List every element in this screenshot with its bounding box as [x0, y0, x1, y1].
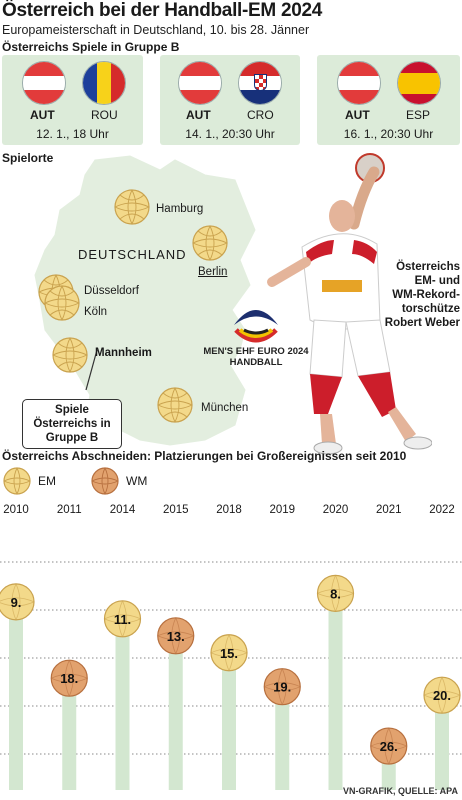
placement-bar: [435, 695, 449, 790]
match-date: 14. 1., 20:30 Uhr: [185, 127, 275, 141]
away-team: CRO: [247, 108, 274, 122]
city-koeln: Köln: [84, 306, 108, 318]
placement-bar: [115, 618, 130, 790]
city-berlin: Berlin: [198, 266, 228, 278]
placement-label: 26.: [380, 739, 398, 754]
match-card: AUT ESP 16. 1., 20:30 Uhr: [317, 55, 460, 145]
home-team: AUT: [345, 108, 370, 122]
handball-seams: [104, 600, 141, 637]
handball-seams: [423, 677, 461, 714]
year-label: 2021: [376, 504, 402, 516]
year-label: 2015: [163, 504, 189, 516]
placements-chart: 2010 9. 2011 18. 2014 11. 2015 13. 2018 15. 2019 19…: [0, 504, 462, 790]
match-date: 12. 1., 18 Uhr: [36, 127, 109, 141]
placement-label: 8.: [330, 586, 341, 601]
placement-bar: [328, 593, 343, 790]
placement-label: 13.: [167, 629, 185, 644]
handball-seams: [157, 617, 194, 654]
handball-seams: [51, 660, 88, 697]
placement-bar: [168, 635, 183, 790]
germany-map: [34, 155, 256, 446]
placement-label: 15.: [220, 646, 238, 661]
match-card: AUT ROU 12. 1., 18 Uhr: [2, 55, 143, 145]
year-label: 2020: [323, 504, 349, 516]
handball-icon: [157, 387, 193, 423]
city-duesseldorf: Düsseldorf: [84, 285, 139, 297]
handball-icon: [114, 189, 150, 225]
legend-em-icon: [3, 467, 31, 495]
home-team: AUT: [30, 108, 55, 122]
year-label: 2011: [57, 504, 82, 516]
legend-wm-label: WM: [126, 474, 148, 488]
romania-flag-icon: [82, 61, 126, 105]
legend-wm-icon: [91, 467, 119, 495]
legend-em-label: EM: [38, 474, 56, 488]
placement-bar: [222, 652, 236, 790]
placement-label: 11.: [114, 612, 131, 627]
page-title: Österreich bei der Handball-EM 2024: [2, 0, 323, 21]
results-heading: Österreichs Abschneiden: Platzierungen b…: [2, 449, 407, 463]
venues-heading: Spielorte: [2, 151, 54, 165]
handball-seams: [370, 727, 407, 765]
placement-bar: [62, 678, 77, 790]
handball-icon: [192, 225, 228, 261]
home-team: AUT: [186, 108, 211, 122]
handball-seams: [264, 668, 301, 705]
year-label: 2019: [269, 504, 295, 516]
austria-flag-icon: [22, 61, 66, 105]
source-footer: VN-GRAFIK, QUELLE: APA: [343, 786, 458, 796]
austria-flag-icon: [178, 61, 222, 105]
placement-label: 18.: [60, 671, 78, 686]
placement-label: 19.: [273, 680, 291, 695]
placement-bar: [9, 601, 23, 790]
austria-flag-icon: [337, 61, 381, 105]
page-subtitle: Europameisterschaft in Deutschland, 10. …: [2, 23, 310, 37]
year-label: 2018: [216, 504, 242, 516]
ehf-euro-logo: [234, 310, 278, 343]
handball-seams: [210, 634, 248, 671]
away-team: ROU: [91, 108, 118, 122]
ehf-logo-text: MEN'S EHF EURO 2024 HANDBALL: [203, 346, 309, 368]
placement-label: 20.: [433, 688, 451, 703]
city-muenchen: München: [201, 402, 249, 414]
spain-flag-icon: [397, 61, 441, 105]
handball-seams: [317, 575, 354, 612]
match-date: 16. 1., 20:30 Uhr: [343, 127, 434, 141]
player-caption: Österreichs EM- und WM-Rekord- torschütz…: [384, 261, 460, 329]
placement-bar: [275, 686, 290, 790]
placement-label: 9.: [11, 595, 22, 610]
group-heading: Österreichs Spiele in Gruppe B: [2, 40, 180, 54]
year-label: 2014: [110, 504, 136, 516]
handball-icon: [44, 285, 80, 321]
croatia-flag-icon: [238, 61, 282, 105]
match-card: AUT CRO 14. 1., 20:30 Uhr: [160, 55, 300, 145]
handball-seams: [0, 583, 35, 621]
city-mannheim: Mannheim: [95, 347, 152, 359]
year-label: 2010: [3, 504, 29, 516]
country-label: DEUTSCHLAND: [78, 247, 187, 262]
group-b-callout: Spiele Österreichs in Gruppe B: [22, 399, 122, 449]
handball-icon: [52, 337, 88, 373]
player-photo: [267, 153, 432, 455]
away-team: ESP: [406, 108, 431, 122]
year-label: 2022: [429, 504, 455, 516]
city-hamburg: Hamburg: [156, 203, 204, 215]
